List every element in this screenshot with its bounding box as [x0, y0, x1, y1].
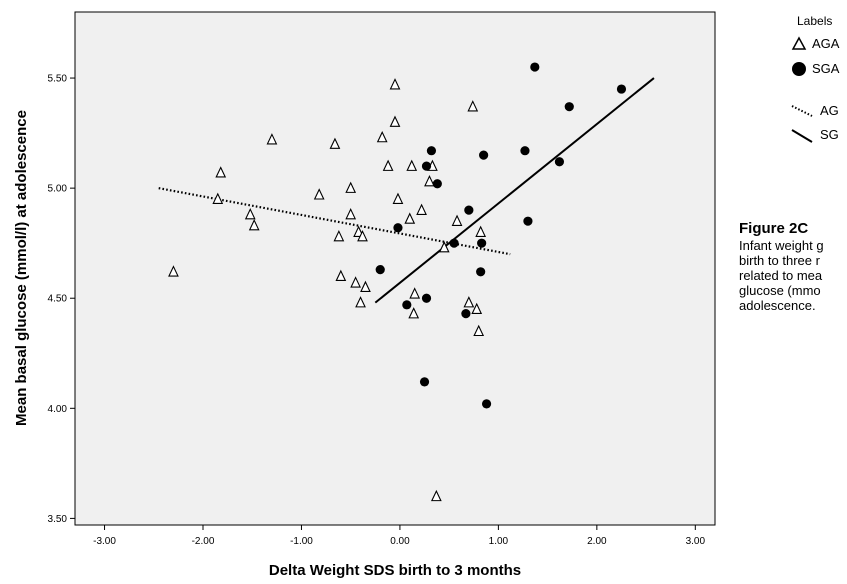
legend-item-aga-fit: AG: [790, 102, 839, 120]
point-aga: [392, 192, 404, 204]
point-sga: [421, 161, 432, 171]
point-sga: [523, 216, 533, 226]
point-aga: [345, 181, 357, 193]
point-aga: [355, 296, 366, 308]
open-triangle-icon: [791, 36, 807, 50]
x-tick-label: 0.00: [390, 536, 410, 547]
caption-line: Infant weight g: [739, 238, 824, 253]
point-aga: [333, 230, 345, 242]
point-sga: [432, 179, 442, 189]
point-sga: [426, 146, 437, 156]
point-aga: [350, 276, 361, 288]
x-axis: -3.00 -2.00 -1.00 0.00 1.00 2.00 3.00: [93, 525, 705, 547]
point-sga: [393, 223, 403, 233]
x-tick-label: -2.00: [192, 536, 215, 547]
legend-label-aga-fit: AG: [820, 103, 839, 118]
point-aga: [329, 137, 341, 149]
legend-label-aga: AGA: [812, 36, 840, 51]
legend-item-aga: AGA: [790, 35, 839, 53]
caption-line: birth to three r: [739, 253, 820, 268]
point-aga: [244, 208, 256, 220]
point-sga: [564, 102, 574, 112]
point-aga: [345, 208, 357, 220]
x-tick-label: 3.00: [686, 536, 706, 547]
point-aga: [382, 159, 394, 171]
point-aga: [424, 174, 435, 187]
point-aga: [408, 307, 420, 319]
regression-lines: [158, 77, 655, 304]
point-sga: [616, 84, 627, 94]
x-tick-label: -3.00: [93, 536, 116, 547]
filled-circle-icon: [792, 62, 806, 76]
y-tick-label: 5.00: [48, 184, 68, 195]
point-aga: [335, 269, 347, 282]
point-aga: [404, 212, 416, 224]
point-aga: [451, 214, 463, 226]
point-aga: [416, 203, 427, 215]
figure-title: Figure 2C: [739, 220, 809, 237]
caption-line: adolescence.: [739, 298, 816, 313]
point-aga: [168, 265, 179, 277]
point-aga: [212, 192, 224, 204]
legend-label-sga-fit: SG: [820, 127, 839, 142]
point-aga: [409, 287, 421, 299]
point-sga: [449, 238, 459, 248]
x-tick-label: 2.00: [587, 536, 607, 547]
point-sga: [477, 238, 487, 248]
point-aga: [406, 159, 418, 171]
x-tick-label: 1.00: [489, 536, 509, 547]
point-sga: [530, 62, 540, 72]
point-aga: [430, 489, 442, 502]
point-sga: [481, 399, 492, 409]
legend-title: Labels: [797, 14, 833, 28]
point-aga: [389, 78, 401, 90]
point-aga: [266, 133, 278, 145]
y-axis-title: Mean basal glucose (mmol/l) at adolescen…: [13, 110, 30, 426]
point-sga: [421, 293, 432, 303]
legend-label-sga: SGA: [812, 61, 840, 76]
point-sga: [520, 146, 530, 156]
legend-item-sga-fit: SG: [790, 126, 839, 144]
y-tick-label: 5.50: [48, 74, 68, 85]
point-aga: [463, 296, 475, 308]
data-points: [168, 62, 627, 502]
point-sga: [464, 205, 474, 215]
point-sga: [461, 309, 471, 319]
x-axis-title: Delta Weight SDS birth to 3 months: [269, 562, 521, 579]
point-sga: [479, 150, 489, 160]
plot-area: [74, 11, 716, 526]
point-aga: [475, 225, 487, 237]
point-sga: [402, 300, 412, 310]
point-sga: [554, 157, 565, 167]
point-aga: [389, 115, 401, 127]
fit-line-sga: [374, 77, 655, 304]
point-aga: [471, 302, 483, 315]
point-aga: [473, 324, 485, 337]
x-tick-label: -1.00: [290, 536, 313, 547]
point-aga: [248, 219, 260, 231]
fit-line-aga: [158, 187, 511, 256]
y-tick-label: 4.50: [48, 294, 68, 305]
point-aga: [467, 100, 479, 112]
point-aga: [313, 188, 325, 200]
dotted-line-icon: [791, 105, 813, 117]
y-tick-label: 4.00: [48, 404, 68, 415]
point-sga: [375, 265, 385, 275]
point-aga: [438, 241, 450, 253]
point-aga: [376, 130, 388, 143]
point-aga: [360, 280, 371, 293]
y-tick-label: 3.50: [48, 514, 68, 525]
point-sga: [476, 267, 486, 277]
caption-line: glucose (mmo: [739, 283, 821, 298]
point-aga: [215, 166, 227, 178]
point-aga: [357, 230, 368, 242]
solid-line-icon: [791, 129, 813, 143]
point-sga: [419, 377, 430, 387]
y-axis: 3.50 4.00 4.50 5.00 5.50: [48, 74, 75, 525]
legend-item-sga: SGA: [790, 60, 839, 78]
figure-caption: Infant weight g birth to three r related…: [739, 238, 847, 313]
caption-line: related to mea: [739, 268, 823, 283]
